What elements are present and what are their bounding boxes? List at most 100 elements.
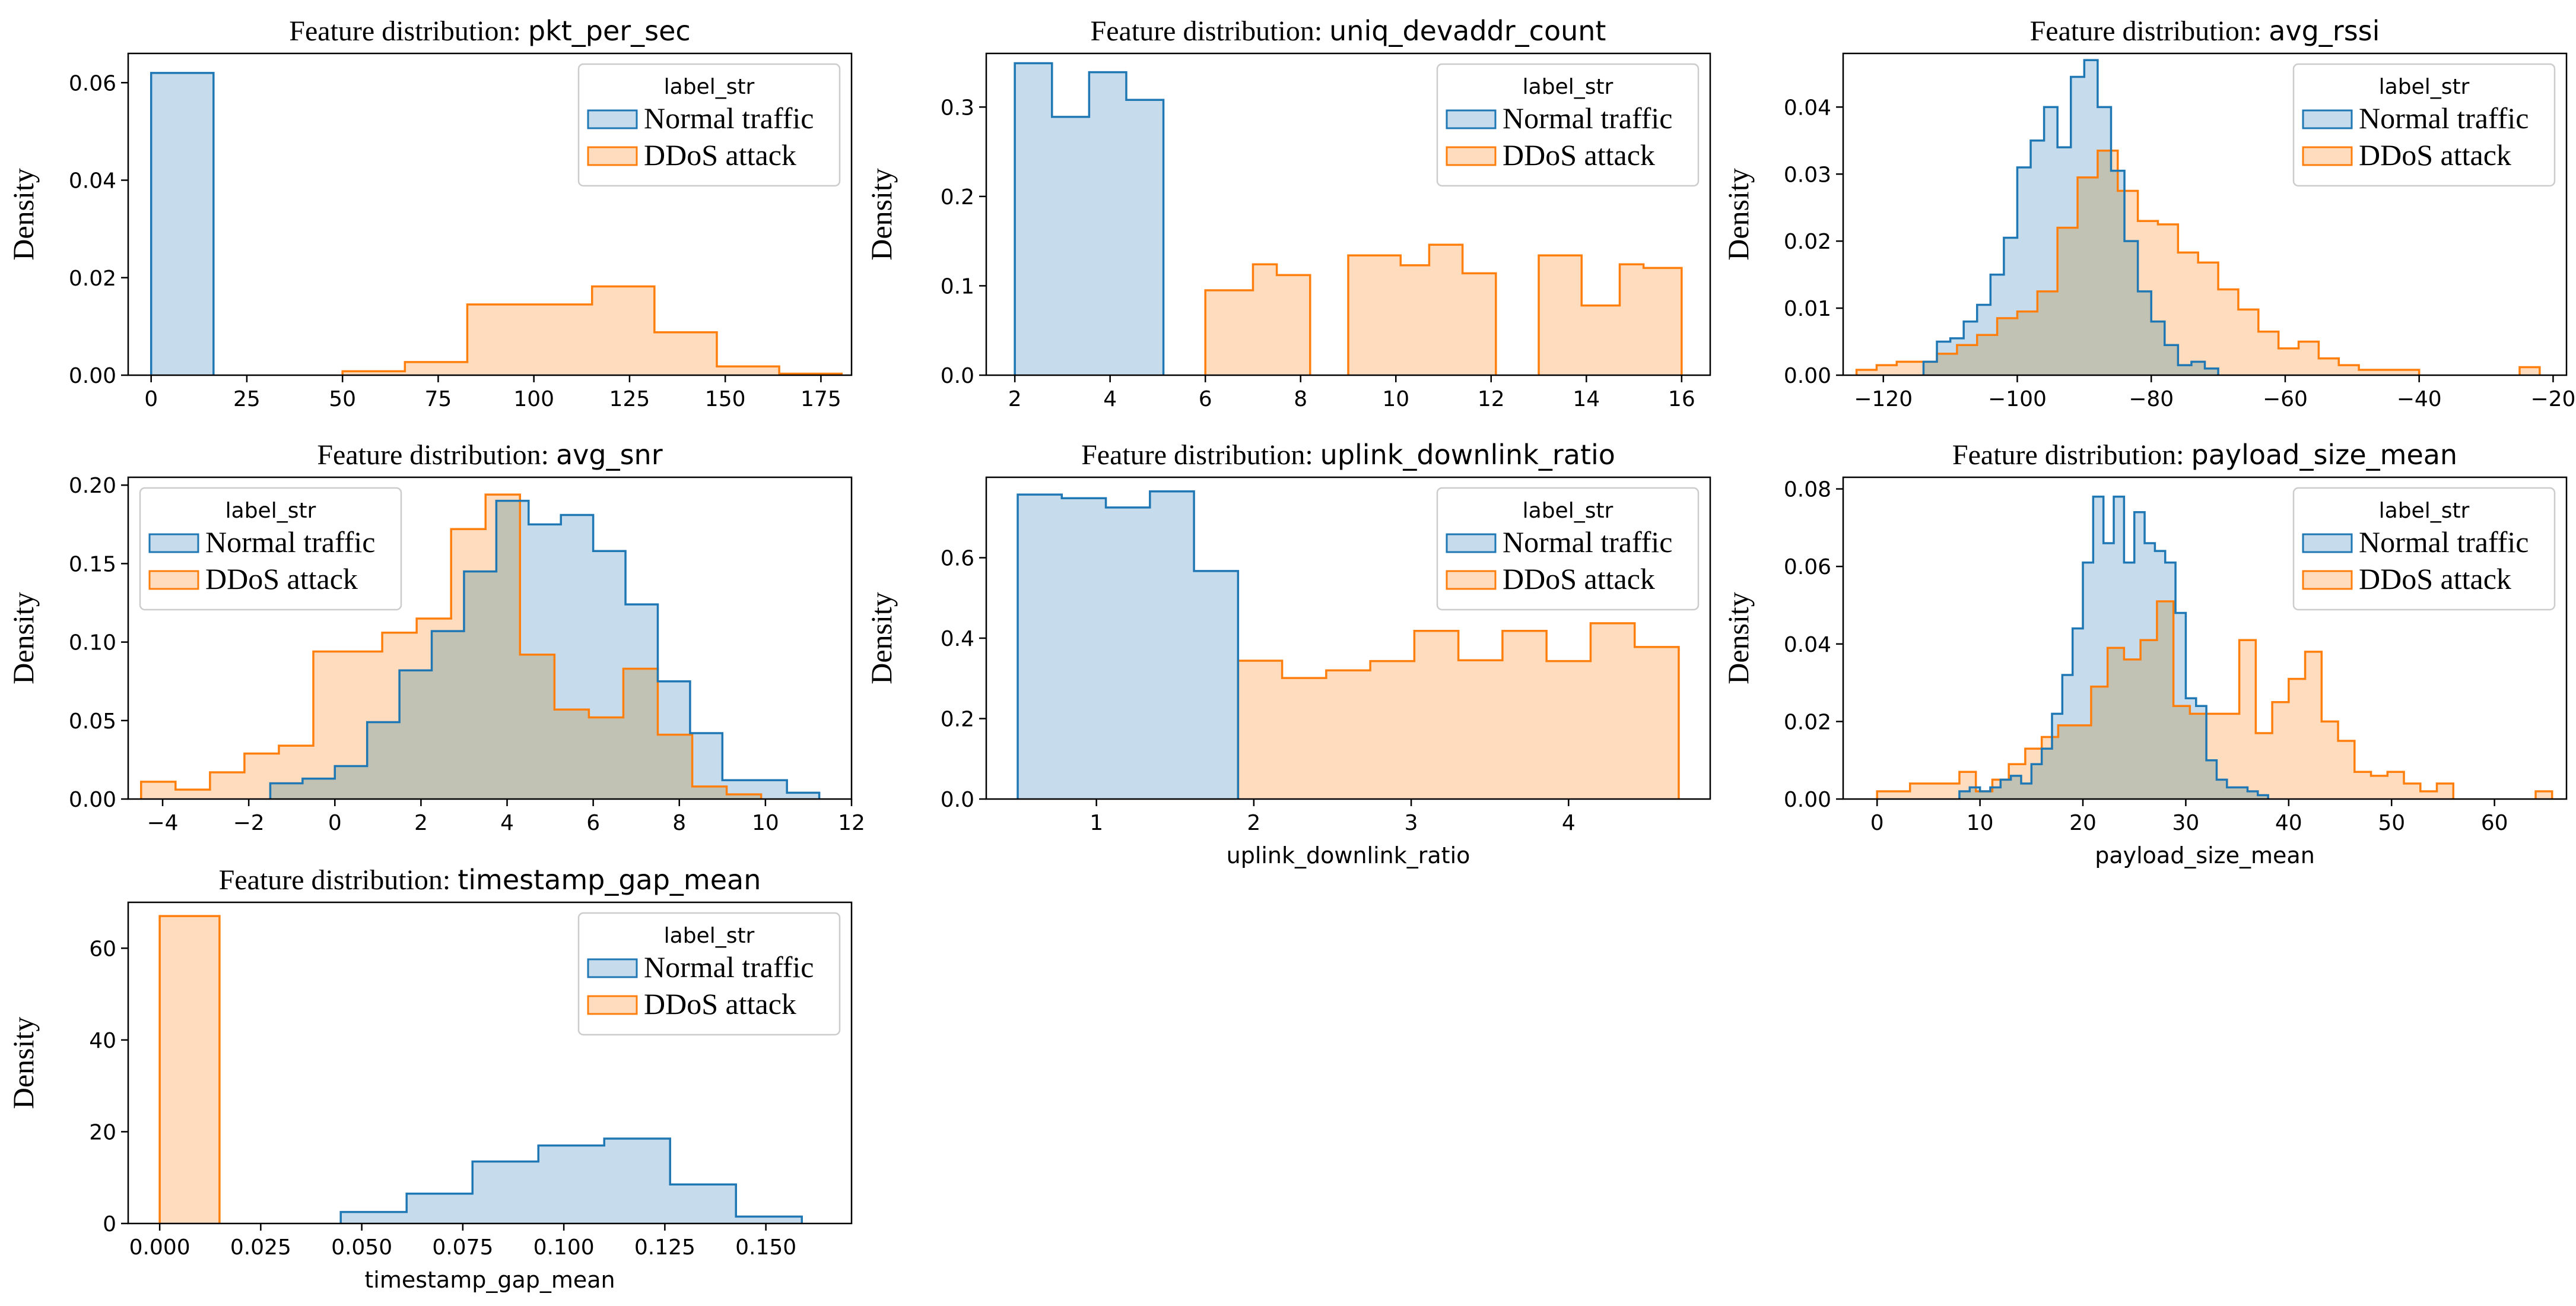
ddos-attack-fill-1 <box>2519 367 2540 375</box>
x-tick-label: −60 <box>2263 387 2308 411</box>
normal-traffic-fill-0 <box>1018 491 1238 799</box>
legend-entry-ddos-attack-label: DDoS attack <box>1503 562 1655 595</box>
x-tick-label: −100 <box>1988 387 2047 411</box>
legend-box <box>1436 487 1700 611</box>
y-tick-label: 0.05 <box>69 709 116 734</box>
x-tick-label: 4 <box>500 811 514 835</box>
x-tick-label: 150 <box>705 387 746 411</box>
ddos-attack-outline-0 <box>341 285 843 375</box>
x-tick-label: 0.025 <box>230 1235 291 1260</box>
axes-frame <box>1842 476 2568 800</box>
x-tick-label: 3 <box>1405 811 1418 835</box>
normal-traffic-fill-0 <box>341 1139 802 1223</box>
y-tick-label: 0.0 <box>941 364 974 388</box>
y-tick-label: 0.02 <box>69 267 116 291</box>
legend-box <box>1436 63 1700 187</box>
legend-entry-ddos-attack-label: DDoS attack <box>2359 138 2511 172</box>
legend-entry-ddos-attack-label: DDoS attack <box>2359 562 2511 595</box>
normal-traffic-outline-0 <box>1922 59 2219 375</box>
ddos-attack-outline-0 <box>140 493 763 799</box>
plot-area <box>1017 490 1680 799</box>
normal-traffic-fill-0 <box>1015 63 1164 375</box>
legend-entry-ddos-attack-label: DDoS attack <box>1503 138 1655 172</box>
y-tick-label: 0.20 <box>69 474 116 498</box>
y-tick-label: 0.02 <box>1784 230 1831 254</box>
legend-box <box>577 63 841 187</box>
x-tick-label: 50 <box>2378 811 2405 835</box>
legend-entry-normal-traffic-label: Normal traffic <box>644 102 814 135</box>
chart-panel-avg-rssi: −120 −100 −80 −60 −40 −20 0.00 0.01 0.02 0.03 0.04… <box>1721 15 2575 411</box>
y-axis-label: Density <box>865 592 898 684</box>
x-axis-label: payload_size_mean <box>2095 842 2315 868</box>
axes-frame <box>127 52 853 376</box>
x-tick-label: −20 <box>2530 387 2575 411</box>
y-tick-label: 0.2 <box>941 185 974 210</box>
legend-entry-ddos-attack-swatch <box>1446 570 1497 590</box>
legend-entry-normal-traffic-label: Normal traffic <box>1503 525 1672 559</box>
legend-entry-normal-traffic-swatch <box>2302 533 2353 553</box>
legend-title: label_str <box>664 75 755 99</box>
chart-title: Feature distribution: uniq_devaddr_count <box>1091 15 1606 47</box>
chart-panel-pkt-per-sec: 0 25 50 75 100 125 150 175 0.00 0.02 0.04 0.06 Featu… <box>7 15 853 411</box>
x-tick-label: 100 <box>513 387 554 411</box>
y-tick-label: 0.02 <box>1784 710 1831 734</box>
legend-entry-normal-traffic-swatch <box>148 533 199 553</box>
legend-title: label_str <box>2379 75 2470 99</box>
y-tick-label: 0.04 <box>69 169 116 194</box>
plot-area <box>1014 62 1683 375</box>
x-tick-label: 0 <box>1870 811 1884 835</box>
chart-panel-uniq-devaddr-count: 2 4 6 8 10 12 14 16 0.0 0.1 0.2 0.3 Feature distribu… <box>865 15 1711 411</box>
ddos-attack-outline-0 <box>1237 622 1680 799</box>
x-tick-label: 10 <box>1967 811 1994 835</box>
x-axis-label: timestamp_gap_mean <box>364 1267 615 1293</box>
y-tick-label: 0.00 <box>1784 788 1831 812</box>
y-tick-label: 0.06 <box>1784 555 1831 579</box>
x-tick-label: 10 <box>1382 387 1409 411</box>
y-tick-label: 40 <box>89 1029 116 1053</box>
axes-frame <box>127 476 853 800</box>
plot-area <box>140 493 821 799</box>
x-tick-label: −120 <box>1854 387 1913 411</box>
normal-traffic-outline-0 <box>1017 490 1240 799</box>
legend-entry-ddos-attack-swatch <box>587 146 638 166</box>
y-axis-label: Density <box>1721 168 1755 261</box>
ddos-attack-fill-0 <box>160 916 220 1223</box>
y-tick-label: 60 <box>89 937 116 961</box>
legend-entry-normal-traffic-swatch <box>1446 533 1497 553</box>
chart-title: Feature distribution: avg_snr <box>317 439 662 471</box>
y-tick-label: 0.04 <box>1784 633 1831 657</box>
legend-entry-ddos-attack-swatch <box>2302 570 2353 590</box>
y-tick-label: 0.00 <box>69 788 116 812</box>
normal-traffic-outline-0 <box>339 1137 803 1223</box>
legend-entry-ddos-attack-swatch <box>2302 146 2353 166</box>
x-tick-label: 8 <box>1294 387 1307 411</box>
y-tick-label: 0.10 <box>69 631 116 655</box>
x-tick-label: 12 <box>838 811 865 835</box>
y-tick-label: 0.6 <box>941 547 974 571</box>
x-tick-label: 0 <box>144 387 158 411</box>
x-axis-label: uplink_downlink_ratio <box>1227 842 1470 868</box>
y-tick-label: 0.15 <box>69 552 116 576</box>
x-tick-label: 0 <box>328 811 342 835</box>
ddos-attack-outline-0 <box>158 915 221 1223</box>
legend-entry-normal-traffic-label: Normal traffic <box>205 525 375 559</box>
ddos-attack-fill-0 <box>1205 264 1310 375</box>
legend-box <box>2292 63 2556 187</box>
x-tick-label: −80 <box>2129 387 2174 411</box>
legend-entry-ddos-attack-label: DDoS attack <box>205 562 358 595</box>
normal-traffic-outline-0 <box>150 72 215 375</box>
x-tick-label: 4 <box>1562 811 1576 835</box>
y-tick-label: 0 <box>103 1212 116 1237</box>
chart-title: Feature distribution: uplink_downlink_ra… <box>1081 439 1615 471</box>
x-tick-label: 30 <box>2172 811 2200 835</box>
ddos-attack-outline-1 <box>2534 790 2553 799</box>
y-tick-label: 0.06 <box>69 71 116 96</box>
x-tick-label: 2 <box>1008 387 1022 411</box>
axes-frame <box>1842 52 2568 376</box>
y-tick-label: 0.4 <box>941 627 974 651</box>
legend-entry-normal-traffic-label: Normal traffic <box>644 950 814 984</box>
